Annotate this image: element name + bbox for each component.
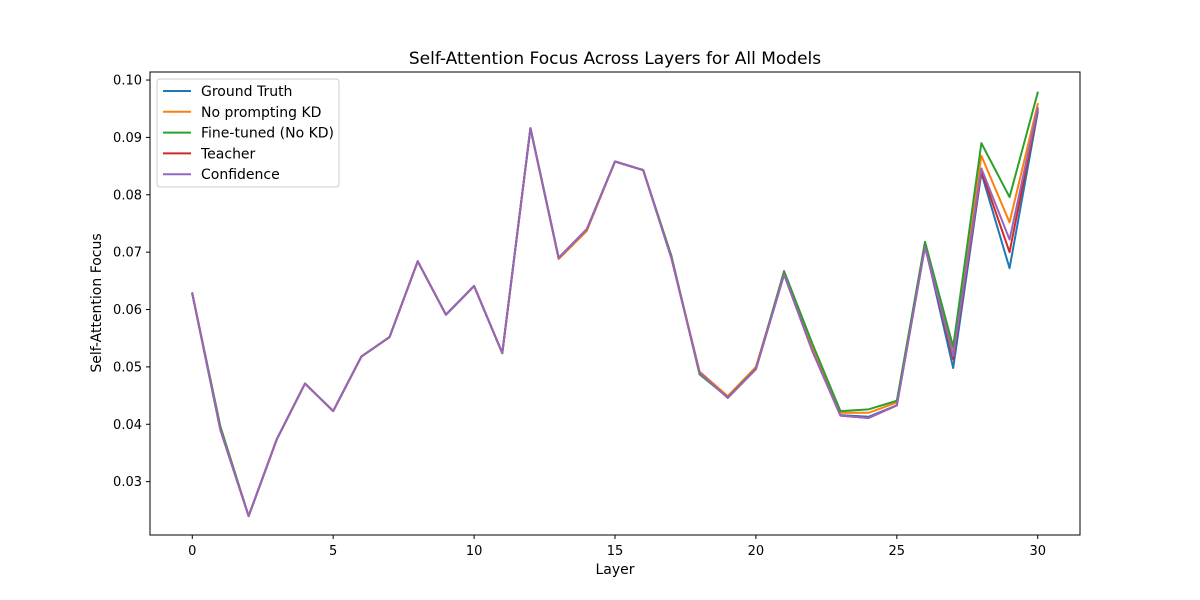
- x-tick-label: 25: [889, 544, 906, 559]
- x-axis-label: Layer: [595, 562, 634, 578]
- x-axis: 0 5 10 15 20 25 30: [188, 535, 1046, 559]
- series-layer: [191, 91, 1039, 518]
- legend-label-0: Ground Truth: [201, 84, 292, 100]
- y-tick-label: 0.09: [113, 131, 142, 146]
- y-tick-label: 0.04: [113, 418, 142, 433]
- x-tick-label: 15: [607, 544, 624, 559]
- x-tick-label: 20: [748, 544, 765, 559]
- legend: Ground Truth No prompting KD Fine-tuned (N…: [156, 78, 340, 188]
- chart-title: Self-Attention Focus Across Layers for A…: [409, 49, 821, 69]
- series-line-4: [191, 106, 1039, 518]
- y-axis-label: Self-Attention Focus: [89, 233, 105, 372]
- x-tick-label: 30: [1029, 544, 1046, 559]
- legend-label-1: No prompting KD: [201, 105, 321, 121]
- y-tick-label: 0.08: [113, 188, 142, 203]
- x-tick-label: 10: [466, 544, 483, 559]
- legend-label-3: Teacher: [200, 146, 256, 162]
- y-tick-label: 0.05: [113, 360, 142, 375]
- x-tick-label: 5: [329, 544, 337, 559]
- legend-label-4: Confidence: [201, 167, 280, 183]
- y-tick-label: 0.07: [113, 246, 142, 261]
- legend-box: [156, 78, 340, 188]
- y-axis: 0.03 0.04 0.05 0.06 0.07 0.08 0.09 0.10: [113, 74, 150, 490]
- y-tick-label: 0.10: [113, 74, 142, 89]
- y-tick-label: 0.03: [113, 475, 142, 490]
- y-tick-label: 0.06: [113, 303, 142, 318]
- legend-label-2: Fine-tuned (No KD): [201, 126, 334, 142]
- x-tick-label: 0: [188, 544, 196, 559]
